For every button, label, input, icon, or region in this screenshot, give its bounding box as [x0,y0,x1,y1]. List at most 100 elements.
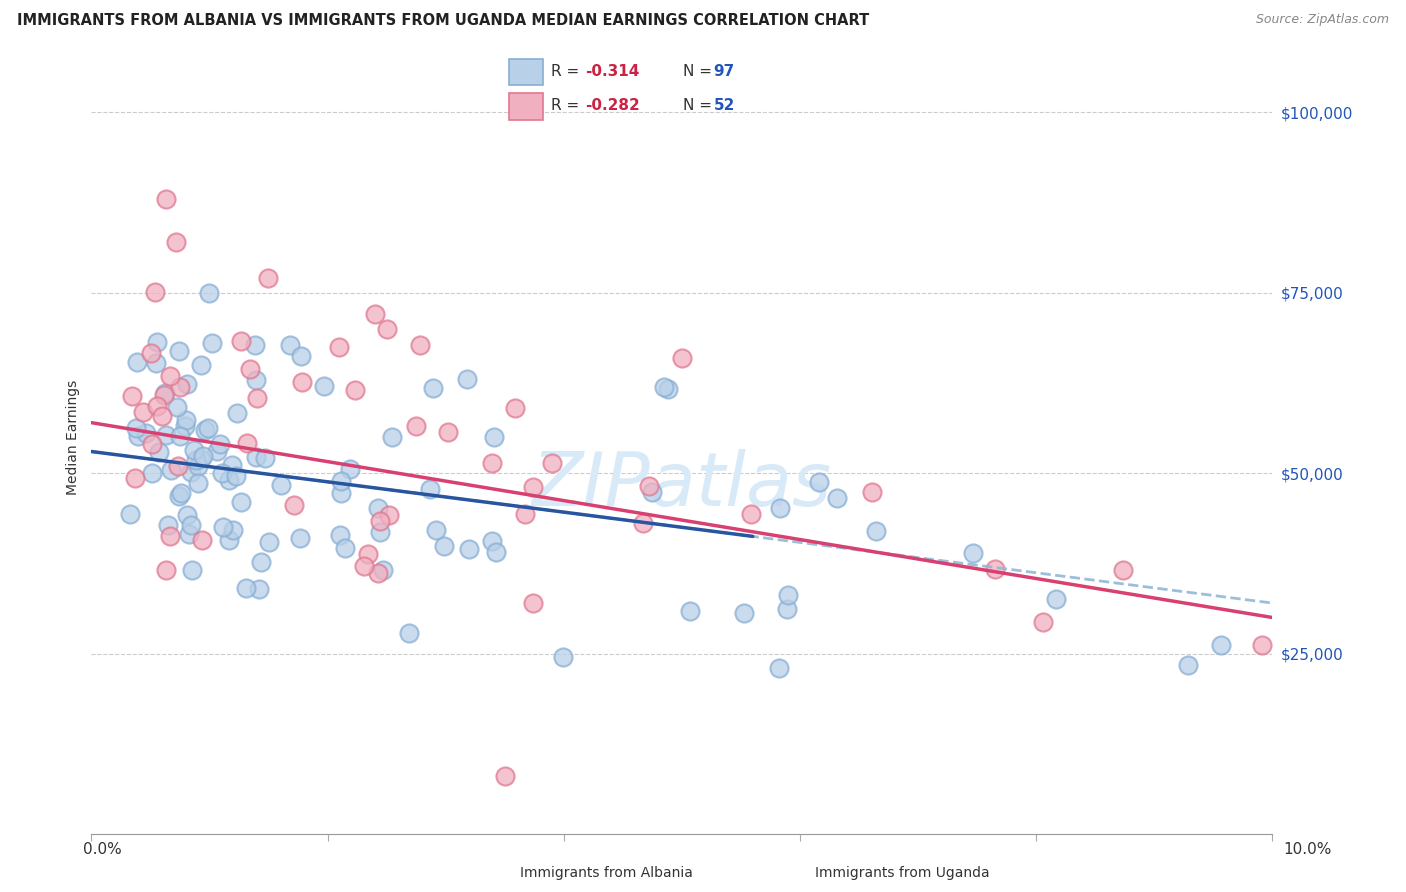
Point [367,500,389,515]
Point [437,425,460,439]
Point [984,561,1007,575]
Point [190,452,212,467]
Point [631,516,654,531]
Text: N =: N = [683,98,717,112]
Point [330,485,353,500]
Point [328,528,350,542]
Point [246,391,269,405]
Point [205,443,228,458]
Text: -0.314: -0.314 [585,64,640,79]
Point [169,380,191,394]
Point [381,430,404,444]
Point [503,401,526,415]
Point [1045,591,1067,606]
Point [375,322,398,336]
Point [370,514,392,528]
Point [740,507,762,521]
Point [165,235,187,250]
Point [212,519,235,533]
Point [231,334,253,348]
Point [768,661,790,675]
Text: 0.0%: 0.0% [83,842,122,856]
Point [494,769,516,783]
Point [481,534,503,549]
Point [180,465,202,479]
Point [368,524,391,539]
Point [1032,615,1054,629]
Point [641,485,664,500]
Point [139,346,162,360]
Point [254,450,277,465]
Point [186,453,208,467]
Point [221,458,243,472]
Point [222,524,245,538]
Point [153,385,176,400]
Point [156,517,179,532]
Point [485,545,508,559]
Point [245,337,267,351]
Point [177,526,200,541]
Point [176,377,198,392]
Text: R =: R = [551,98,585,112]
Point [776,602,799,616]
Point [187,475,209,490]
Point [155,428,177,442]
Point [160,463,183,477]
Text: 52: 52 [713,98,735,112]
Point [339,462,361,476]
Point [405,419,427,434]
Point [121,389,143,403]
Point [124,471,146,485]
Point [652,380,675,394]
Point [125,355,148,369]
Point [291,375,314,389]
Point [1251,638,1274,652]
Point [174,419,197,434]
Point [860,485,883,500]
Point [314,379,336,393]
Point [250,555,273,569]
Point [169,343,191,358]
Point [733,607,755,621]
Text: Source: ZipAtlas.com: Source: ZipAtlas.com [1256,13,1389,27]
Point [141,466,163,480]
Point [176,508,198,523]
Text: 97: 97 [713,64,735,79]
Text: -0.282: -0.282 [585,98,640,112]
Point [367,566,389,581]
Point [146,334,169,349]
Point [211,466,233,480]
Point [127,429,149,443]
Point [218,473,240,487]
Point [419,482,441,496]
Point [808,475,831,490]
Point [422,381,444,395]
Point [679,604,702,618]
Point [290,349,312,363]
Text: 10.0%: 10.0% [1284,842,1331,856]
Point [180,518,202,533]
Point [153,388,176,402]
Point [159,529,181,543]
Point [257,535,280,549]
Point [657,382,679,396]
Point [257,270,280,285]
Point [235,581,257,595]
Point [131,405,153,419]
Point [1112,563,1135,577]
Point [378,508,401,522]
Point [197,421,219,435]
Text: Immigrants from Uganda: Immigrants from Uganda [815,866,990,880]
Point [330,474,353,488]
Point [458,542,481,557]
Point [433,539,456,553]
Point [283,498,305,512]
Point [145,399,167,413]
Point [190,358,212,372]
Point [671,351,693,366]
Text: ZIPatlas: ZIPatlas [531,449,832,521]
Point [484,430,506,444]
Text: N =: N = [683,64,717,79]
Y-axis label: Median Earnings: Median Earnings [66,379,80,495]
Point [522,479,544,493]
